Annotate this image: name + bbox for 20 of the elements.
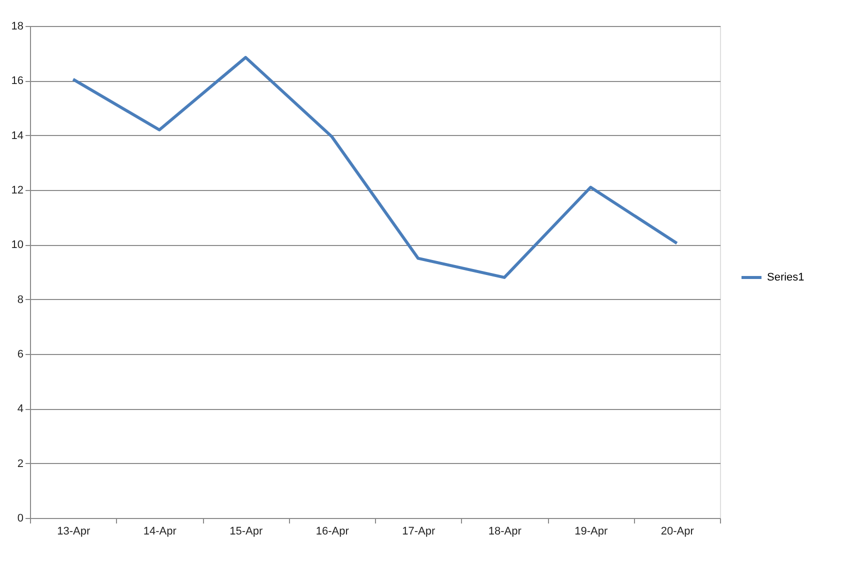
x-tick-label: 20-Apr	[660, 526, 694, 538]
y-tick-label: 16	[11, 75, 24, 88]
y-tick-label: 6	[17, 348, 24, 360]
y-tick-label: 8	[17, 294, 24, 306]
x-tick-label: 15-Apr	[230, 526, 263, 538]
y-tick-label: 10	[11, 239, 24, 252]
line-series	[72, 56, 678, 279]
x-tick-label: 19-Apr	[574, 526, 608, 538]
y-tick-label: 2	[17, 458, 24, 470]
x-tick-label: 18-Apr	[488, 526, 522, 538]
x-tick-label: 16-Apr	[316, 526, 350, 538]
y-tick-label: 18	[11, 20, 24, 32]
y-tick-label: 0	[17, 512, 24, 524]
y-tick-label: 12	[11, 184, 24, 196]
x-tick-label: 13-Apr	[57, 526, 90, 538]
y-tick-label: 14	[11, 130, 24, 142]
x-tick-label: 17-Apr	[402, 526, 436, 538]
legend-label: Series1	[767, 272, 804, 284]
x-tick-label: 14-Apr	[143, 526, 177, 538]
y-tick-label: 4	[17, 403, 24, 416]
